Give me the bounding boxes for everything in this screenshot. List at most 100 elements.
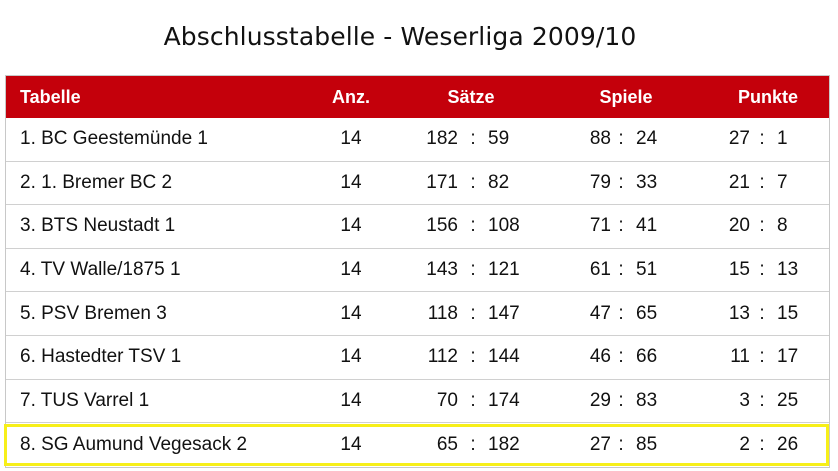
anz-cell: 14 (340, 389, 362, 411)
saetze-separator: : (470, 433, 476, 455)
saetze-won-cell: 143 (426, 259, 458, 281)
saetze-lost-cell: 82 (488, 171, 510, 193)
spiele-lost-cell: 65 (636, 302, 658, 324)
spiele-lost-cell: 41 (636, 215, 658, 237)
spiele-separator: : (618, 346, 624, 368)
saetze-won-cell: 171 (426, 171, 458, 193)
column-header-punkte: Punkte (737, 86, 798, 107)
team-cell: 6. Hastedter TSV 1 (20, 346, 182, 368)
punkte-plus-cell: 20 (728, 215, 750, 237)
standings-table: Tabelle Anz. Sätze Spiele Punkte 1. BC G… (5, 75, 830, 468)
team-cell: 1. BC Geestemünde 1 (20, 128, 208, 150)
column-header-anz: Anz. (332, 86, 370, 107)
saetze-lost-cell: 59 (488, 128, 510, 150)
punkte-separator: : (759, 302, 765, 324)
table-row: 7. TUS Varrel 1 14 70:174 29:83 3:25 (6, 380, 829, 424)
team-cell: 5. PSV Bremen 3 (20, 302, 167, 324)
spiele-separator: : (618, 259, 624, 281)
spiele-won-cell: 88 (589, 128, 611, 150)
punkte-minus-cell: 1 (777, 128, 788, 150)
anz-cell: 14 (340, 171, 362, 193)
spiele-separator: : (618, 171, 624, 193)
anz-cell: 14 (340, 346, 362, 368)
punkte-separator: : (759, 389, 765, 411)
spiele-lost-cell: 66 (636, 346, 658, 368)
punkte-separator: : (759, 128, 765, 150)
table-header-row: Tabelle Anz. Sätze Spiele Punkte (6, 76, 829, 118)
saetze-won-cell: 118 (427, 302, 458, 324)
punkte-plus-cell: 3 (739, 389, 750, 411)
team-cell: 3. BTS Neustadt 1 (20, 215, 176, 237)
spiele-separator: : (618, 302, 624, 324)
saetze-lost-cell: 108 (488, 215, 520, 237)
anz-cell: 14 (340, 128, 362, 150)
spiele-separator: : (618, 128, 624, 150)
table-row: 8. SG Aumund Vegesack 2 14 65:182 27:85 2:26 (6, 423, 829, 467)
saetze-separator: : (470, 389, 476, 411)
table-body: 1. BC Geestemünde 1 14 182:59 88:24 27:1 2. 1… (6, 118, 829, 467)
saetze-separator: : (470, 215, 476, 237)
saetze-won-cell: 112 (427, 346, 458, 368)
table-row: 2. 1. Bremer BC 2 14 171:82 79:33 21:7 (6, 162, 829, 206)
spiele-lost-cell: 85 (636, 433, 658, 455)
punkte-plus-cell: 27 (728, 128, 750, 150)
saetze-lost-cell: 121 (488, 259, 520, 281)
punkte-separator: : (759, 433, 765, 455)
punkte-separator: : (759, 171, 765, 193)
punkte-plus-cell: 13 (728, 302, 750, 324)
punkte-minus-cell: 8 (777, 215, 788, 237)
punkte-minus-cell: 13 (777, 259, 799, 281)
spiele-separator: : (618, 389, 624, 411)
spiele-won-cell: 61 (589, 259, 611, 281)
punkte-minus-cell: 17 (777, 346, 799, 368)
saetze-won-cell: 182 (426, 128, 458, 150)
punkte-plus-cell: 21 (728, 171, 750, 193)
table-row: 6. Hastedter TSV 1 14 112:144 46:66 11:17 (6, 336, 829, 380)
saetze-separator: : (470, 128, 476, 150)
punkte-separator: : (759, 259, 765, 281)
table-row: 1. BC Geestemünde 1 14 182:59 88:24 27:1 (6, 118, 829, 162)
team-cell: 2. 1. Bremer BC 2 (20, 171, 173, 193)
anz-cell: 14 (340, 259, 362, 281)
column-header-team: Tabelle (20, 86, 81, 107)
team-cell: 8. SG Aumund Vegesack 2 (20, 433, 248, 455)
punkte-plus-cell: 11 (730, 346, 750, 368)
saetze-lost-cell: 144 (488, 346, 520, 368)
spiele-won-cell: 79 (589, 171, 611, 193)
saetze-lost-cell: 147 (488, 302, 520, 324)
punkte-minus-cell: 25 (777, 389, 799, 411)
anz-cell: 14 (340, 215, 362, 237)
saetze-separator: : (470, 346, 476, 368)
spiele-lost-cell: 83 (636, 389, 658, 411)
saetze-separator: : (470, 259, 476, 281)
saetze-separator: : (470, 171, 476, 193)
spiele-lost-cell: 33 (636, 171, 658, 193)
spiele-lost-cell: 24 (636, 128, 658, 150)
saetze-won-cell: 156 (426, 215, 458, 237)
saetze-lost-cell: 182 (488, 433, 520, 455)
punkte-minus-cell: 15 (777, 302, 799, 324)
punkte-plus-cell: 2 (739, 433, 750, 455)
spiele-won-cell: 29 (589, 389, 611, 411)
column-header-saetze: Sätze (447, 86, 495, 107)
table-row: 4. TV Walle/1875 1 14 143:121 61:51 15:13 (6, 249, 829, 293)
saetze-won-cell: 70 (436, 389, 458, 411)
punkte-plus-cell: 15 (728, 259, 750, 281)
spiele-won-cell: 71 (589, 215, 611, 237)
spiele-separator: : (618, 215, 624, 237)
spiele-won-cell: 46 (589, 346, 611, 368)
punkte-separator: : (759, 215, 765, 237)
saetze-won-cell: 65 (436, 433, 458, 455)
saetze-separator: : (470, 302, 476, 324)
anz-cell: 14 (340, 433, 362, 455)
anz-cell: 14 (340, 302, 362, 324)
team-cell: 4. TV Walle/1875 1 (20, 259, 181, 281)
table-row: 5. PSV Bremen 3 14 118:147 47:65 13:15 (6, 292, 829, 336)
spiele-won-cell: 27 (589, 433, 611, 455)
column-header-spiele: Spiele (599, 86, 653, 107)
table-row: 3. BTS Neustadt 1 14 156:108 71:41 20:8 (6, 205, 829, 249)
team-cell: 7. TUS Varrel 1 (20, 389, 150, 411)
spiele-won-cell: 47 (589, 302, 611, 324)
spiele-separator: : (618, 433, 624, 455)
spiele-lost-cell: 51 (636, 259, 658, 281)
